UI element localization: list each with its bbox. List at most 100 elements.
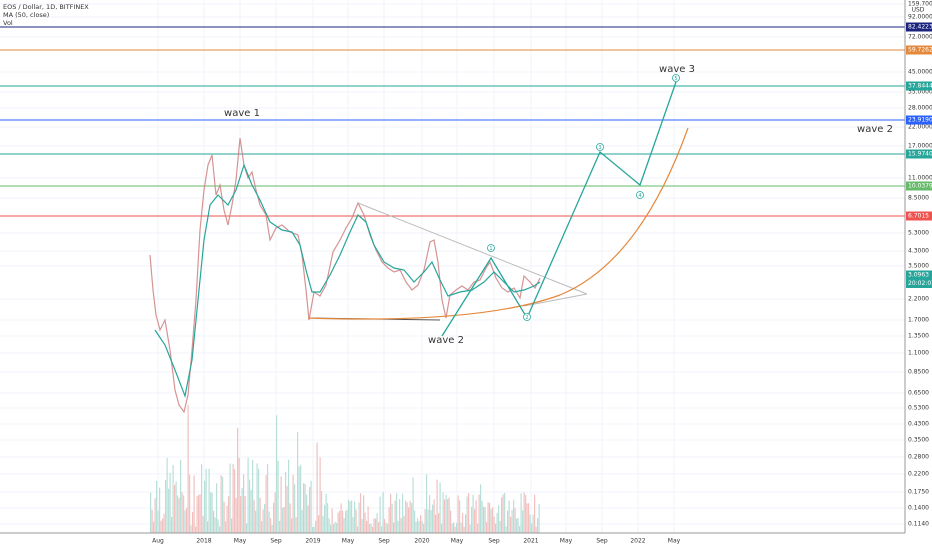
- volume-bar: [262, 509, 264, 533]
- price-marker-label: 59.7262: [908, 47, 932, 54]
- volume-bar: [496, 512, 498, 533]
- volume-bar: [301, 509, 303, 533]
- volume-bar: [226, 505, 228, 533]
- volume-bar: [195, 526, 197, 533]
- volume-bar: [508, 500, 510, 533]
- wave-marker: [672, 74, 680, 82]
- volume-bar: [417, 518, 419, 533]
- volume-bar: [286, 486, 288, 533]
- volume-bar: [208, 468, 210, 533]
- volume-bar: [447, 499, 449, 533]
- volume-bar: [325, 493, 327, 533]
- volume-bar: [390, 493, 392, 533]
- volume-bar: [184, 510, 186, 533]
- volume-bar: [538, 504, 540, 533]
- volume-bar: [366, 521, 368, 533]
- volume-bar: [505, 526, 507, 533]
- volume-bar: [498, 505, 500, 533]
- volume-bar: [334, 521, 336, 533]
- volume-bar: [396, 493, 398, 533]
- volume-bar: [451, 523, 453, 533]
- volume-bar: [322, 516, 324, 533]
- price-marker-label: 23.9190: [908, 117, 932, 124]
- volume-bar: [163, 513, 165, 533]
- volume-bar: [274, 492, 276, 533]
- volume-bar: [453, 522, 455, 533]
- volume-bar: [402, 493, 404, 533]
- volume-bar: [351, 500, 353, 533]
- wave-path: [441, 81, 677, 337]
- volume-bar: [441, 523, 443, 533]
- curve: [307, 127, 689, 320]
- volume-bar: [300, 464, 302, 533]
- volume-bar: [348, 499, 350, 533]
- volume-bar: [516, 518, 518, 533]
- volume-bar: [459, 500, 461, 533]
- price-label: 1.1000: [908, 350, 929, 357]
- price-marker: [906, 270, 932, 280]
- time-label: 2020: [414, 538, 429, 545]
- volume-bar: [478, 494, 480, 533]
- volume-bar: [220, 475, 222, 533]
- volume-bar: [510, 516, 512, 533]
- triangle-upper: [357, 202, 588, 295]
- volume-bar: [355, 509, 357, 533]
- volume-bar: [276, 415, 278, 533]
- price-label: 0.5300: [908, 405, 929, 412]
- volume-bar: [223, 501, 225, 533]
- volume-bar: [408, 507, 410, 533]
- volume-bar: [423, 523, 425, 533]
- price-marker-label: 10.0379: [908, 183, 932, 190]
- volume-bar: [439, 482, 441, 533]
- volume-bar: [244, 495, 246, 533]
- volume-bar: [448, 497, 450, 533]
- volume-bar: [379, 496, 381, 533]
- volume-bar: [232, 464, 234, 533]
- volume-bar: [487, 502, 489, 533]
- volume-bar: [169, 472, 171, 533]
- annotation: wave 2: [428, 335, 464, 346]
- volume-bar: [309, 487, 311, 533]
- volume-bar: [214, 517, 216, 533]
- volume-bar: [187, 404, 189, 533]
- volume-bar: [316, 442, 318, 533]
- volume-bar: [270, 518, 272, 533]
- volume-bar: [228, 496, 230, 533]
- wave-marker: [636, 191, 644, 199]
- volume-bar: [403, 515, 405, 533]
- time-label: 2021: [523, 538, 538, 545]
- volume-bar: [427, 509, 429, 533]
- volume-bar: [376, 513, 378, 533]
- volume-bar: [424, 509, 426, 533]
- volume-bar: [345, 510, 347, 533]
- volume-bar: [480, 484, 482, 533]
- price-label: 0.4300: [908, 421, 929, 428]
- volume-bar: [468, 492, 470, 533]
- volume-bar: [511, 509, 513, 533]
- volume-bar: [445, 494, 447, 533]
- volume-bar: [295, 517, 297, 533]
- volume-bar: [150, 492, 152, 533]
- volume-bar: [342, 510, 344, 533]
- volume-bar: [507, 510, 509, 533]
- volume-bar: [198, 495, 200, 533]
- volume-bar: [444, 499, 446, 533]
- time-label: Sep: [488, 538, 500, 545]
- volume-bar: [502, 494, 504, 533]
- volume-bar: [499, 520, 501, 533]
- volume-bar: [492, 507, 494, 533]
- volume-bar: [381, 526, 383, 533]
- price-label: 1.3500: [908, 333, 929, 340]
- volume-bar: [343, 518, 345, 533]
- volume-bar: [210, 492, 212, 533]
- volume-bar: [357, 526, 359, 533]
- volume-bar: [289, 503, 291, 533]
- volume-bar: [535, 526, 537, 533]
- volume-bar: [330, 525, 332, 533]
- volume-bar: [420, 515, 422, 533]
- volume-bar: [378, 522, 380, 533]
- volume-bar: [156, 480, 158, 533]
- time-label: Sep: [270, 538, 282, 545]
- volume-bar: [529, 514, 531, 533]
- wave-number: 1: [489, 246, 492, 252]
